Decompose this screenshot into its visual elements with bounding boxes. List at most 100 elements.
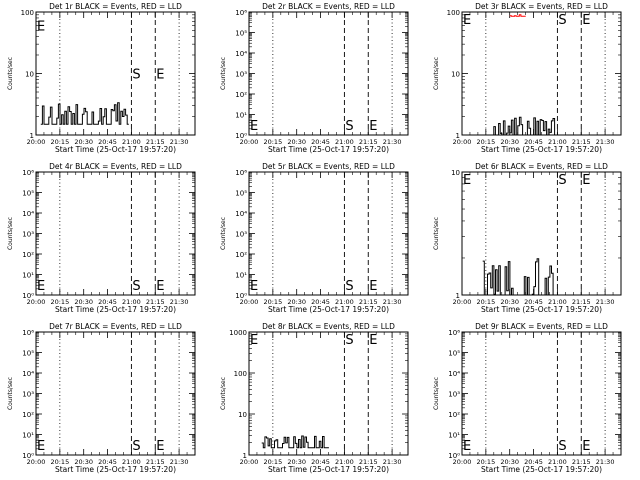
x-tick-label: 20:30 — [287, 298, 306, 306]
marker-label-s: S — [558, 439, 566, 454]
y-tick-label: 1 — [30, 132, 34, 140]
y-tick-label: 10¹ — [235, 272, 247, 280]
y-tick-label: 10⁰ — [22, 292, 34, 300]
y-tick-label: 10⁵ — [22, 190, 34, 198]
y-tick-label: 10² — [22, 251, 34, 259]
x-tick-label: 21:15 — [572, 138, 591, 146]
x-tick-label: 21:30 — [596, 298, 615, 306]
series-line — [490, 116, 557, 136]
chart-title: Det 8r BLACK = Events, RED = LLD — [262, 322, 395, 331]
y-tick-label: 10¹ — [22, 432, 34, 440]
y-tick-label: 10¹ — [235, 112, 247, 120]
y-axis-label: Counts/sec — [433, 217, 440, 250]
x-tick-label: 20:15 — [50, 138, 69, 146]
x-tick-label: 20:00 — [27, 458, 46, 466]
marker-label-s: S — [132, 68, 140, 83]
x-tick-label: 21:15 — [359, 298, 378, 306]
x-tick-label: 21:30 — [596, 458, 615, 466]
x-axis-label: Start Time (25-Oct-17 19:57:20) — [268, 305, 389, 314]
x-axis-label: Start Time (25-Oct-17 19:57:20) — [268, 465, 389, 474]
x-tick-label: 21:30 — [596, 138, 615, 146]
chart-title: Det 2r BLACK = Events, RED = LLD — [262, 2, 395, 11]
marker-label-e-start: E — [37, 439, 45, 454]
y-tick-label: 10⁶ — [22, 169, 34, 177]
x-tick-label: 20:45 — [524, 298, 543, 306]
x-tick-label: 20:15 — [263, 138, 282, 146]
x-tick-label: 20:15 — [476, 298, 495, 306]
x-tick-label: 20:00 — [27, 298, 46, 306]
y-tick-label: 10⁶ — [22, 329, 34, 337]
x-tick-label: 21:15 — [572, 298, 591, 306]
y-tick-label: 10³ — [448, 391, 460, 399]
y-tick-label: 10⁵ — [22, 350, 34, 358]
marker-label-e-start: E — [463, 13, 471, 28]
x-tick-label: 21:15 — [146, 458, 165, 466]
y-axis-label: Counts/sec — [433, 57, 440, 90]
y-tick-label: 10 — [238, 411, 247, 419]
chart-title: Det 7r BLACK = Events, RED = LLD — [49, 322, 182, 331]
y-tick-label: 100 — [21, 9, 34, 17]
x-tick-label: 20:45 — [98, 458, 117, 466]
marker-label-e-start: E — [250, 279, 258, 294]
y-tick-label: 10³ — [235, 71, 247, 79]
y-tick-label: 10⁰ — [235, 292, 247, 300]
y-axis-label: Counts/sec — [220, 57, 227, 90]
x-axis-label: Start Time (25-Oct-17 19:57:20) — [481, 145, 602, 154]
x-tick-label: 20:00 — [453, 298, 472, 306]
y-tick-label: 1 — [456, 132, 460, 140]
x-tick-label: 20:30 — [74, 458, 93, 466]
marker-label-s: S — [558, 173, 566, 188]
x-tick-label: 21:30 — [170, 298, 189, 306]
marker-label-e: E — [582, 173, 590, 188]
chart-title: Det 3r BLACK = Events, RED = LLD — [475, 2, 608, 11]
chart-panel-1: Det 1r BLACK = Events, RED = LLD Counts/s… — [7, 2, 196, 154]
x-tick-label: 21:15 — [359, 458, 378, 466]
marker-label-e: E — [156, 68, 164, 83]
x-tick-label: 20:30 — [500, 458, 519, 466]
y-tick-label: 10⁰ — [448, 452, 460, 460]
y-tick-label: 100 — [234, 370, 247, 378]
y-tick-label: 100 — [447, 9, 460, 17]
marker-label-e: E — [582, 439, 590, 454]
x-axis-label: Start Time (25-Oct-17 19:57:20) — [55, 145, 176, 154]
marker-label-e-start: E — [463, 439, 471, 454]
y-tick-label: 10⁵ — [235, 30, 247, 38]
marker-label-e-start: E — [250, 119, 258, 134]
x-axis-label: Start Time (25-Oct-17 19:57:20) — [268, 145, 389, 154]
y-tick-label: 10⁴ — [235, 210, 247, 218]
marker-label-e: E — [582, 13, 590, 28]
y-tick-label: 10⁴ — [22, 210, 34, 218]
series-line — [509, 14, 526, 17]
chart-title: Det 6r BLACK = Events, RED = LLD — [475, 162, 608, 171]
y-tick-label: 10⁵ — [448, 350, 460, 358]
x-tick-label: 20:15 — [263, 298, 282, 306]
y-axis-label: Counts/sec — [7, 217, 14, 250]
y-tick-label: 10 — [451, 71, 460, 79]
marker-label-s: S — [345, 333, 353, 348]
x-tick-label: 20:30 — [287, 138, 306, 146]
x-tick-label: 20:15 — [263, 458, 282, 466]
chart-title: Det 5r BLACK = Events, RED = LLD — [262, 162, 395, 171]
y-axis-label: Counts/sec — [220, 377, 227, 410]
y-tick-label: 1 — [456, 292, 460, 300]
marker-label-s: S — [132, 439, 140, 454]
x-axis-label: Start Time (25-Oct-17 19:57:20) — [481, 465, 602, 474]
y-tick-label: 10² — [448, 411, 460, 419]
y-tick-label: 10⁶ — [448, 329, 460, 337]
chart-panel-6: Det 6r BLACK = Events, RED = LLD Counts/s… — [433, 162, 622, 314]
y-tick-label: 10⁴ — [22, 370, 34, 378]
y-tick-label: 10¹ — [448, 432, 460, 440]
x-tick-label: 20:45 — [311, 458, 330, 466]
chart-panel-3: Det 3r BLACK = Events, RED = LLD Counts/s… — [433, 2, 622, 154]
x-tick-label: 20:15 — [476, 458, 495, 466]
x-axis-label: Start Time (25-Oct-17 19:57:20) — [481, 305, 602, 314]
marker-label-s: S — [132, 279, 140, 294]
y-tick-label: 10² — [235, 91, 247, 99]
marker-label-e-start: E — [463, 173, 471, 188]
y-tick-label: 10 — [451, 169, 460, 177]
x-tick-label: 20:30 — [287, 458, 306, 466]
y-tick-label: 10⁴ — [448, 370, 460, 378]
y-tick-label: 10² — [235, 251, 247, 259]
y-axis-label: Counts/sec — [220, 217, 227, 250]
